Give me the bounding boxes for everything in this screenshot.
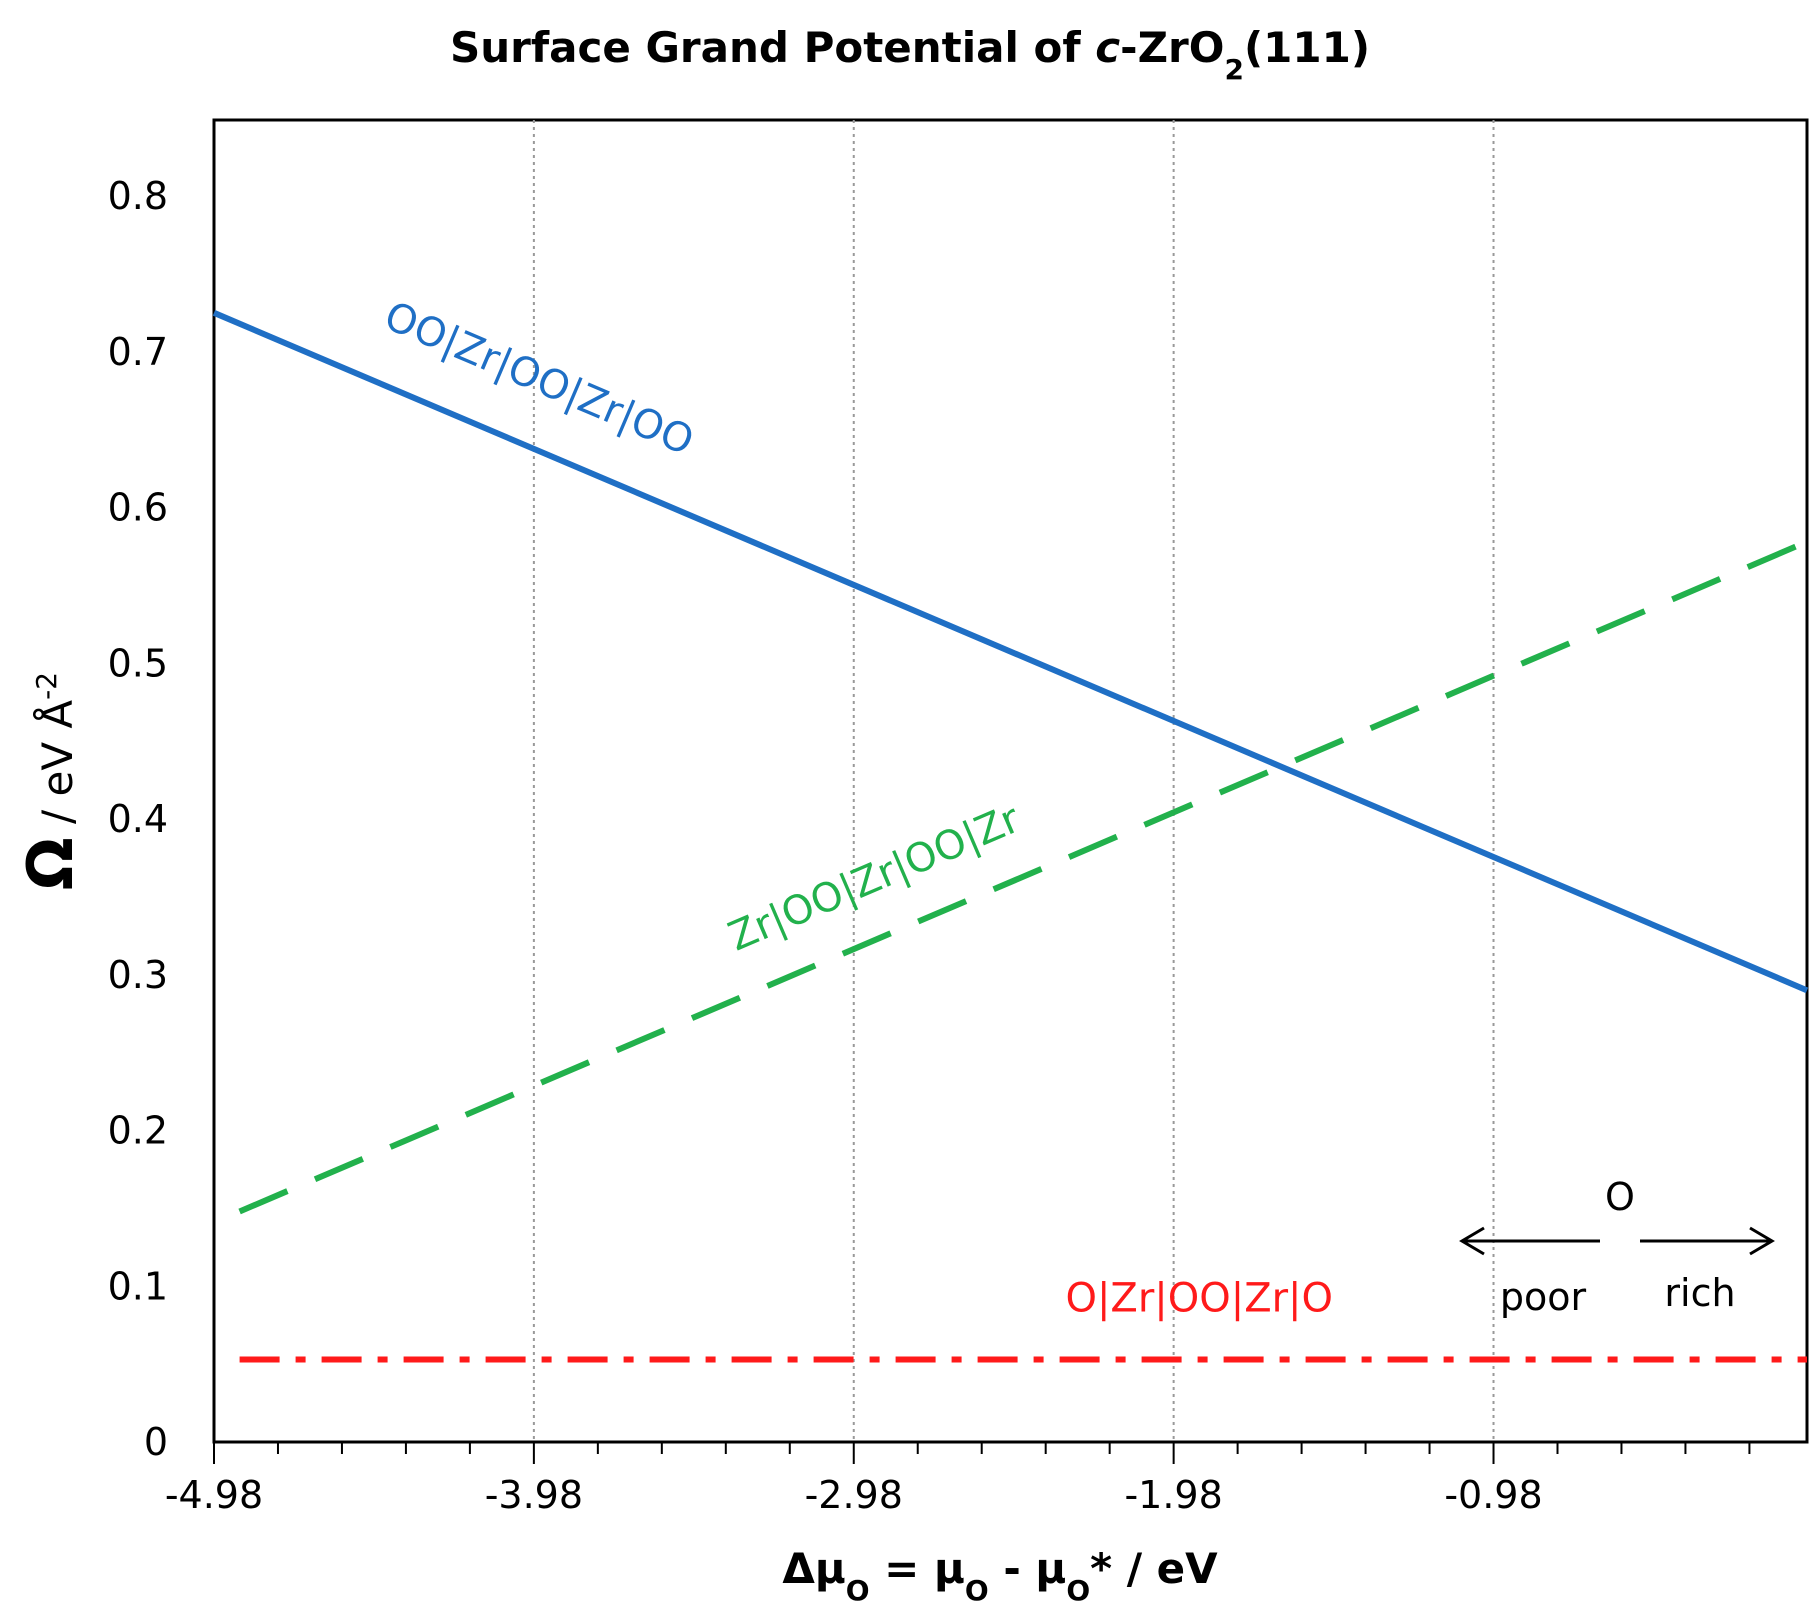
x-axis-title-tail: * / eV	[1090, 1544, 1218, 1593]
annotation-poor: poor	[1500, 1275, 1587, 1319]
series-line-zr-oo-zr-oo-zr	[238, 539, 1809, 1215]
x-tick-label: -1.98	[1124, 1473, 1222, 1517]
x-tick-label: -4.98	[165, 1473, 263, 1517]
x-axis-title-sub3: O	[1066, 1574, 1090, 1607]
series-label-zr-oo-zr-oo-zr: Zr|OO|Zr|OO|Zr	[722, 796, 1027, 961]
y-tick-label: 0.8	[108, 174, 168, 218]
y-tick-label: 0.7	[108, 330, 168, 374]
x-tick-label: -0.98	[1444, 1473, 1542, 1517]
chart-title-prefix: Surface Grand Potential of	[450, 23, 1095, 72]
grid-lines	[532, 120, 1495, 1442]
series-label-o-zr-oo-zr-o: O|Zr|OO|Zr|O	[1065, 1275, 1333, 1321]
chart-title-mid: -ZrO	[1120, 23, 1224, 72]
y-tick-label: 0.6	[108, 486, 168, 530]
y-tick-label: 0.2	[108, 1109, 168, 1153]
x-ticks	[213, 1442, 1751, 1464]
oxygen-annotation: O poor rich	[1459, 1175, 1775, 1319]
x-tick-labels: -4.98 -3.98 -2.98 -1.98 -0.98	[165, 1473, 1543, 1517]
y-tick-label: 0.1	[108, 1264, 168, 1308]
chart-title: Surface Grand Potential of c-ZrO2(111)	[450, 23, 1370, 86]
chart-title-suffix: (111)	[1244, 23, 1370, 72]
series-label-oo-zr-oo-zr-oo: OO|Zr|OO|Zr|OO	[378, 293, 700, 465]
x-axis-title-sub1: O	[846, 1574, 870, 1607]
y-tick-label: 0.5	[108, 641, 168, 685]
x-axis-title-sub2: O	[965, 1574, 989, 1607]
chart-title-sub: 2	[1224, 53, 1243, 86]
y-axis-title-omega: Ω	[14, 837, 87, 890]
y-axis-title: Ω / eV Å-2	[14, 672, 87, 890]
annotation-o: O	[1605, 1175, 1635, 1219]
x-tick-label: -3.98	[485, 1473, 583, 1517]
arrow-left-head	[1459, 1226, 1485, 1256]
y-tick-label: 0.3	[108, 953, 168, 997]
annotation-rich: rich	[1664, 1271, 1735, 1315]
y-tick-label: 0	[144, 1420, 168, 1464]
x-axis-title-eq: = μ	[870, 1544, 965, 1593]
chart-title-italic: c	[1095, 23, 1120, 72]
y-tick-labels: 0 0.1 0.2 0.3 0.4 0.5 0.6 0.7 0.8	[108, 174, 168, 1464]
x-tick-label: -2.98	[805, 1473, 903, 1517]
arrow-right-head	[1749, 1226, 1775, 1256]
plot-frame	[212, 118, 1809, 1444]
y-axis-title-sup: -2	[30, 672, 63, 700]
x-axis-title-delta: Δμ	[782, 1544, 845, 1593]
series-line-oo-zr-oo-zr-oo	[212, 310, 1809, 994]
x-axis-title-minus: - μ	[989, 1544, 1067, 1593]
y-axis-title-unit: / eV Å	[32, 700, 82, 838]
x-axis-title: ΔμO = μO - μO* / eV	[782, 1544, 1218, 1607]
y-tick-label: 0.4	[108, 797, 168, 841]
